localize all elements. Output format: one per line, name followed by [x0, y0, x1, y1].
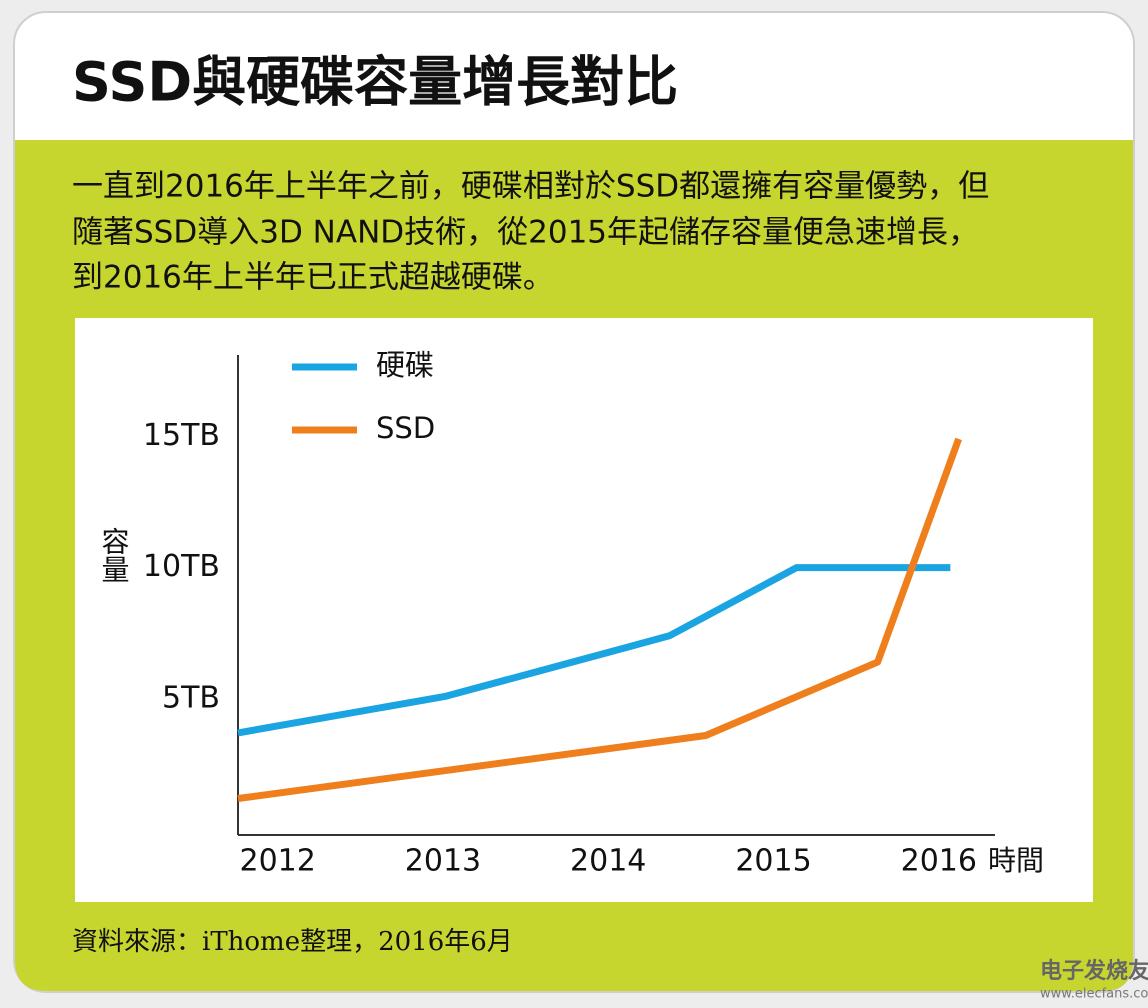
x-tick-label: 2013 — [405, 844, 481, 879]
legend-label: SSD — [376, 411, 435, 445]
watermark-url: www.elecfans.com — [1040, 987, 1148, 1002]
watermark-name: 电子发烧友 — [1040, 958, 1148, 984]
y-tick-label: 15TB — [143, 418, 220, 453]
y-tick-label: 5TB — [162, 680, 220, 715]
description-line: 隨著SSD導入3D NAND技術，從2015年起儲存容量便急速增長， — [72, 215, 979, 251]
x-tick-label: 2012 — [239, 844, 315, 879]
source: 資料來源：iThome整理，2016年6月 — [72, 927, 513, 957]
description-line: 一直到2016年上半年之前，硬碟相對於SSD都還擁有容量優勢，但 — [72, 169, 989, 205]
x-tick-label: 2016 — [901, 844, 977, 879]
chart-box — [75, 318, 1093, 902]
x-axis-label: 時間 — [988, 844, 1044, 877]
x-tick-label: 2015 — [735, 844, 811, 879]
y-axis-label: 容量 — [98, 527, 131, 583]
line — [237, 437, 962, 802]
y-tick-label: 10TB — [143, 549, 220, 584]
line — [237, 564, 951, 737]
legend-label: 硬碟 — [376, 348, 434, 382]
title: SSD與硬碟容量增長對比 — [72, 51, 678, 114]
description-line: 到2016年上半年已正式超越硬碟。 — [72, 260, 554, 296]
x-tick-label: 2014 — [570, 844, 646, 879]
